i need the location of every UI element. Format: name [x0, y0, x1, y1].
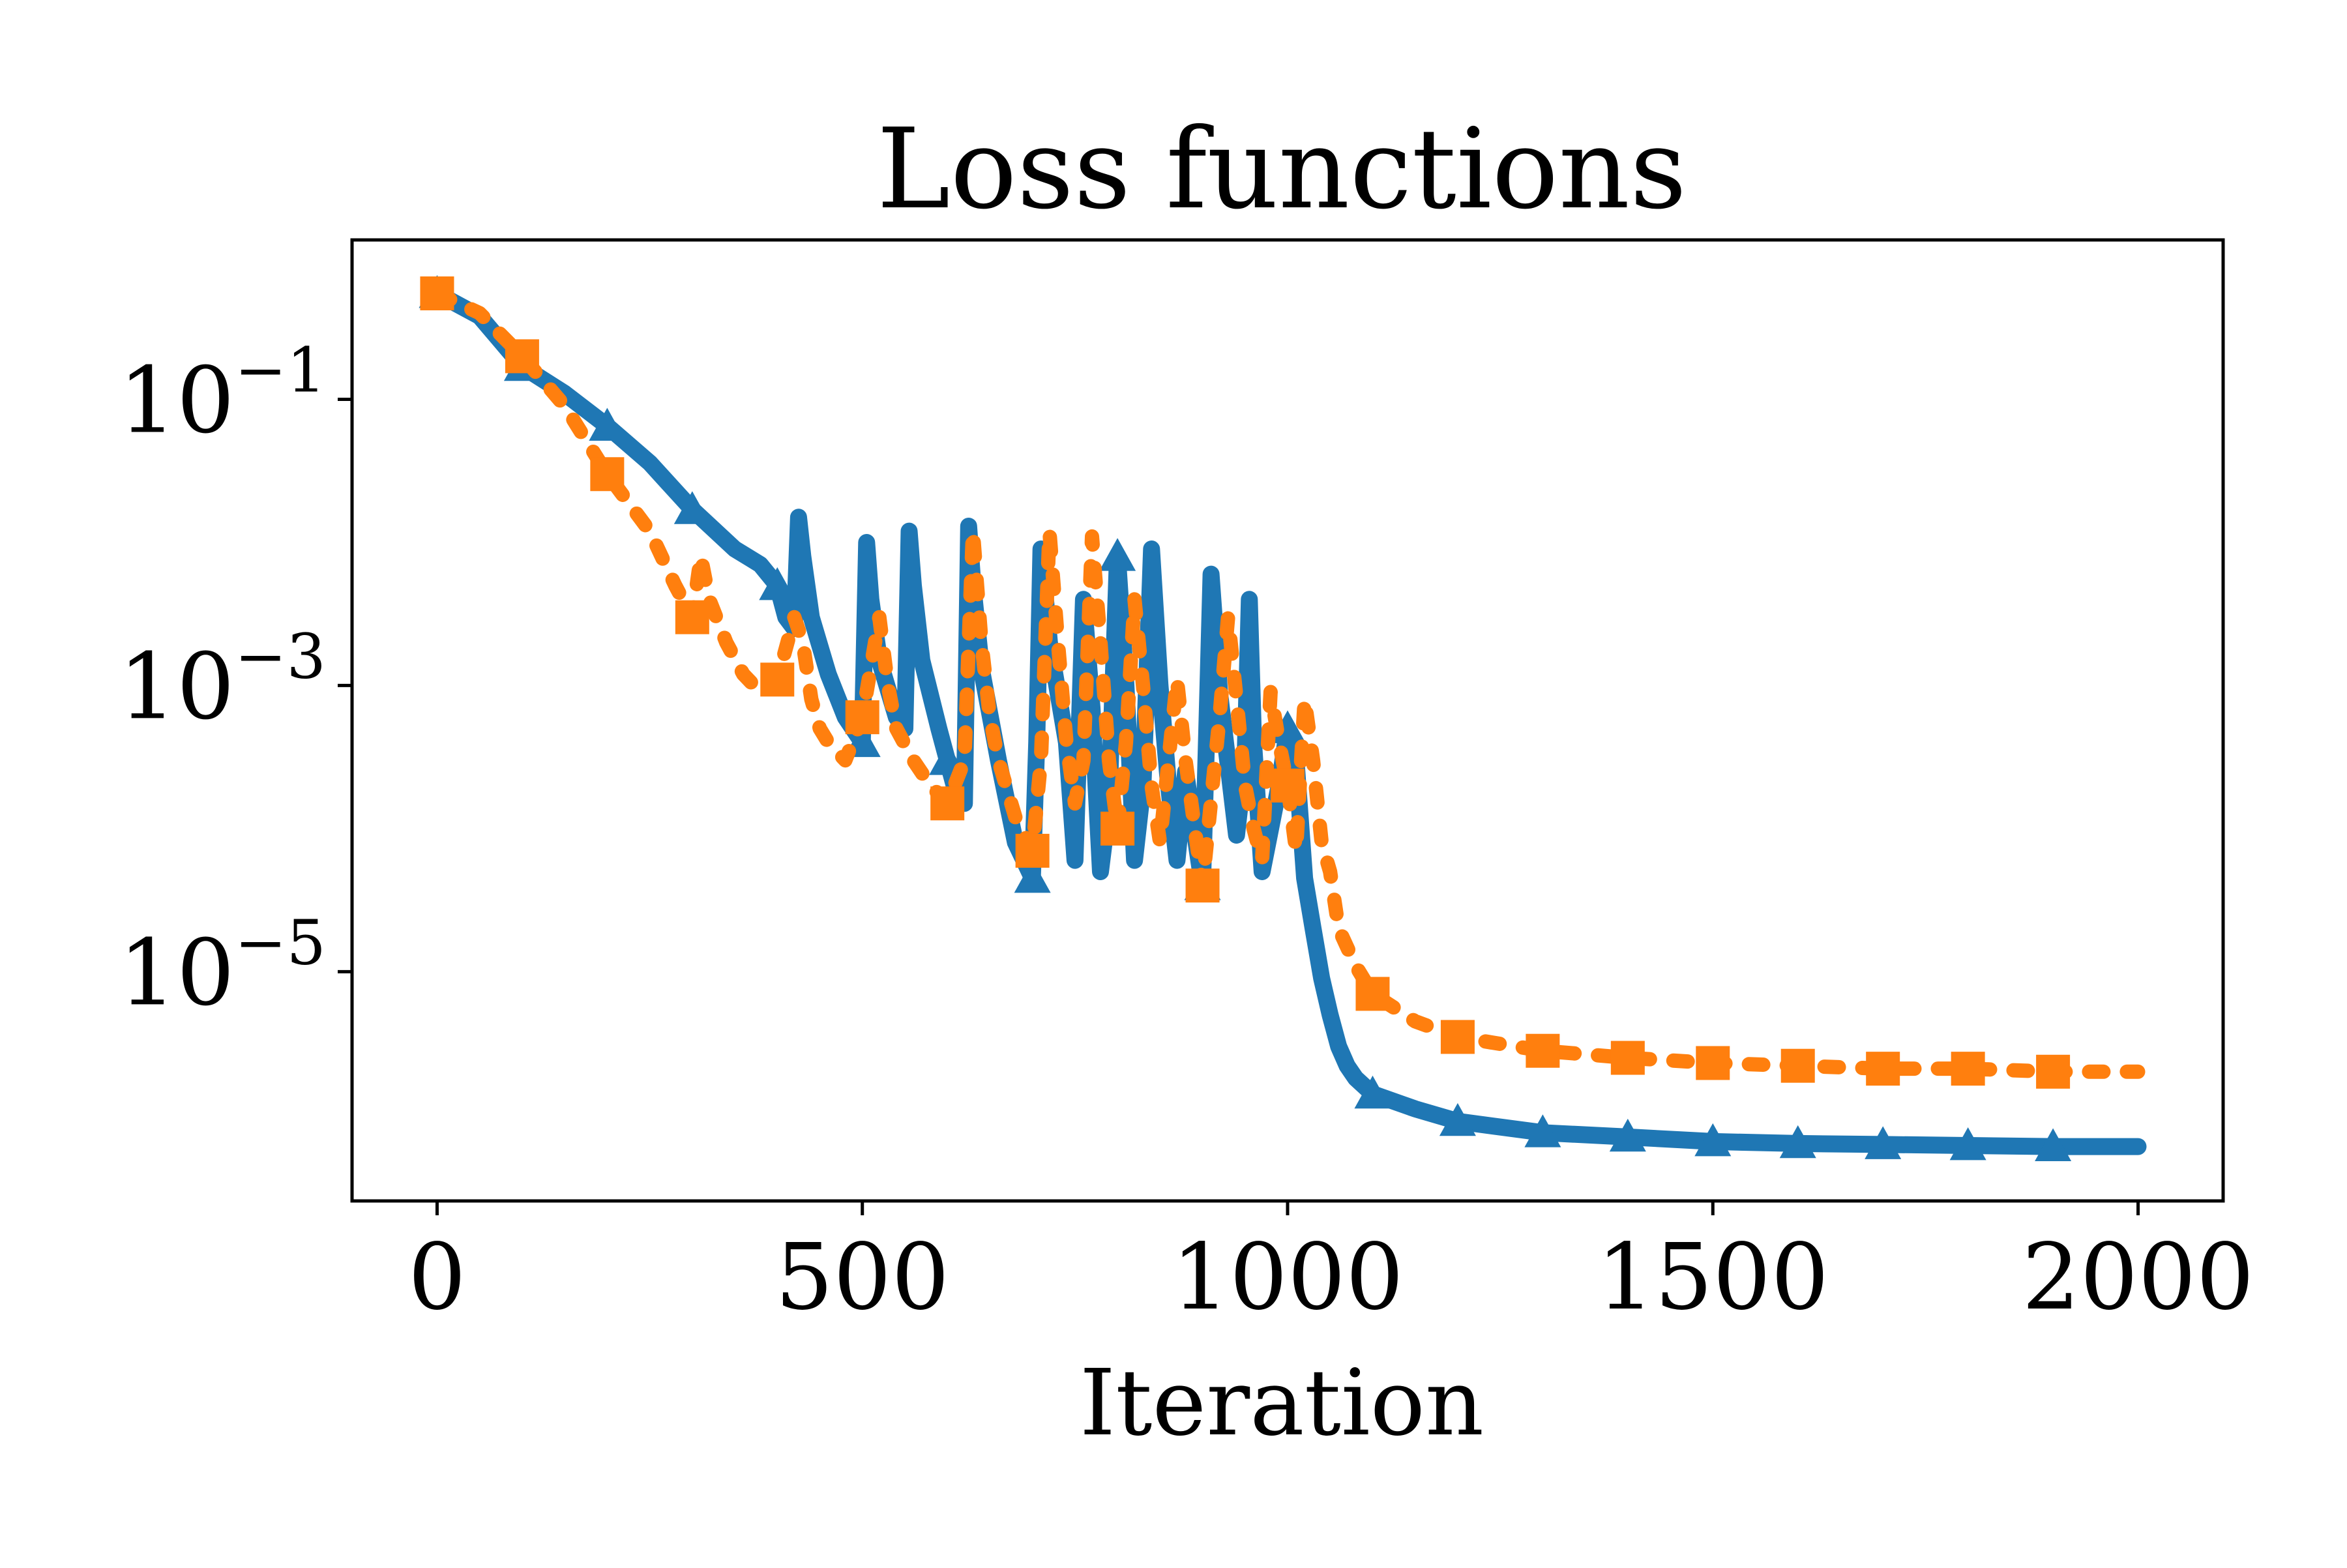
series-2-marker — [2036, 1054, 2071, 1089]
series-1-marker — [1524, 1114, 1561, 1147]
y-tick-label: 10−1 — [119, 334, 326, 454]
series-2-marker — [1185, 868, 1220, 903]
series-2-marker — [1526, 1033, 1560, 1068]
x-tick-label: 1000 — [1172, 1224, 1404, 1331]
series-1-marker — [1865, 1126, 1902, 1159]
x-tick-label: 2000 — [2022, 1224, 2254, 1331]
series-1-marker — [1439, 1102, 1476, 1136]
chart-title: Loss functions — [877, 105, 1687, 234]
series-1-marker — [589, 407, 626, 441]
series-1-marker — [1609, 1118, 1646, 1152]
series-2-marker — [1015, 833, 1050, 868]
x-tick-label: 500 — [775, 1224, 949, 1331]
series-2-marker — [1355, 977, 1390, 1011]
series-1 — [419, 274, 2147, 1161]
series-2-marker — [845, 700, 879, 735]
series-layer — [419, 274, 2147, 1161]
series-1-marker — [1014, 860, 1051, 893]
series-2-marker — [1271, 768, 1305, 803]
x-tick-label: 0 — [408, 1224, 466, 1331]
series-2-marker — [1866, 1052, 1900, 1086]
series-2-marker — [1696, 1046, 1730, 1080]
series-2-marker — [760, 662, 795, 697]
series-2-marker — [1951, 1052, 1985, 1086]
series-1-marker — [1354, 1075, 1391, 1109]
y-tick-label: 10−5 — [119, 907, 326, 1026]
series-2-marker — [1440, 1020, 1475, 1054]
series-2-marker — [505, 339, 539, 374]
series-2-marker — [675, 600, 709, 634]
axes-layer: 0 500 1000 1500 2000 10−1 10−3 10−5 — [119, 238, 2254, 1331]
series-1-marker — [1949, 1127, 1986, 1161]
series-2-marker — [420, 276, 454, 310]
series-1-marker — [759, 567, 796, 600]
series-1-line — [428, 285, 2147, 1155]
series-2-line — [430, 286, 2146, 1079]
x-axis-label: Iteration — [1080, 1350, 1484, 1457]
series-1-marker — [2035, 1128, 2072, 1161]
series-2-marker — [590, 457, 625, 492]
series-2-marker — [930, 786, 965, 821]
series-2 — [420, 276, 2146, 1089]
series-1-marker — [673, 491, 711, 524]
series-2-marker — [1780, 1048, 1815, 1083]
series-2-marker — [1100, 811, 1135, 846]
series-1-marker — [1099, 538, 1136, 571]
series-1-marker — [1694, 1123, 1732, 1157]
series-1-marker — [1779, 1125, 1816, 1159]
x-tick-label: 1500 — [1597, 1224, 1829, 1331]
y-tick-label: 10−3 — [119, 621, 326, 740]
series-2-marker — [1610, 1041, 1645, 1075]
